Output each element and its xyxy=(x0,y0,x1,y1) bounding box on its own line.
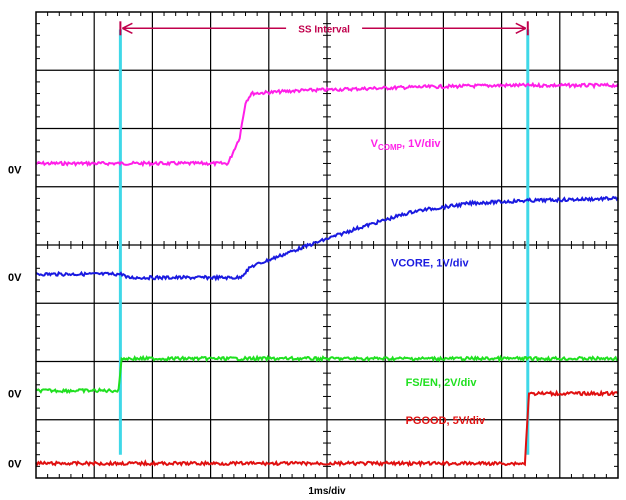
labels: 0V 0V 0V 0V VCOMP, 1V/div VCORE, 1V/div FS/EN,… xyxy=(8,138,486,497)
ss-interval-arrowhead-right xyxy=(515,22,527,34)
series-label-vcomp: VCOMP, 1V/div xyxy=(371,138,442,152)
ground-label-0v: 0V xyxy=(8,272,22,284)
ss-interval-annotation: SS Interval xyxy=(119,21,529,35)
ss-interval-arrowhead-left xyxy=(122,22,133,34)
trace-vcore xyxy=(35,195,619,282)
trace-pgood xyxy=(35,389,619,468)
marker-lines xyxy=(118,29,530,455)
ground-label-0v: 0V xyxy=(8,389,22,401)
trace-vcomp xyxy=(35,81,619,168)
ground-label-0v: 0V xyxy=(8,164,22,176)
grid xyxy=(36,12,618,478)
traces xyxy=(35,81,619,468)
x-axis-label: 1ms/div xyxy=(308,486,346,497)
ss-interval-label: SS Interval xyxy=(298,24,350,35)
plot-border xyxy=(35,11,619,479)
series-label-pgood: PGOOD, 5V/div xyxy=(406,415,486,427)
trace-fs-en xyxy=(35,354,619,395)
series-label-vcore: VCORE, 1V/div xyxy=(391,257,470,269)
series-label-fs-en: FS/EN, 2V/div xyxy=(406,377,478,389)
ground-label-0v: 0V xyxy=(8,458,22,470)
